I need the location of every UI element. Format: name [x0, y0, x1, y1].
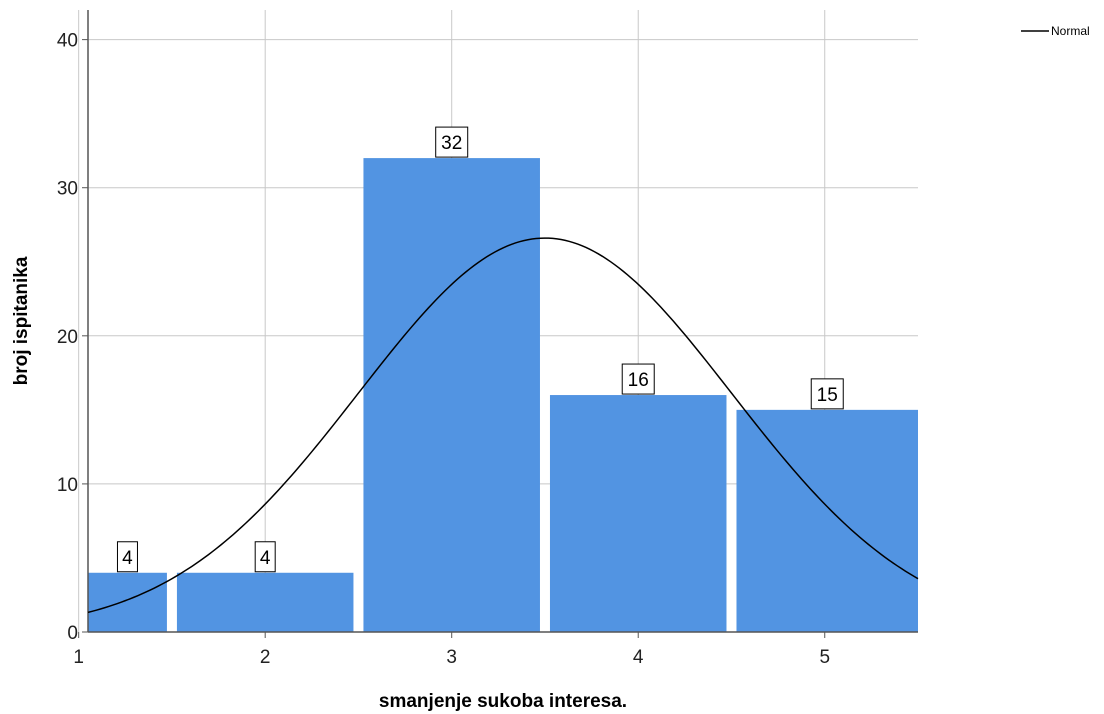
bar-4 [549, 395, 727, 632]
data-label-3: 32 [441, 133, 462, 154]
x-tick-labels: 1 2 3 4 5 [73, 632, 830, 668]
bars [88, 158, 918, 632]
data-label-box-3 [435, 126, 469, 158]
normal-curve [87, 237, 919, 614]
x-axis-title: smanjenje sukoba interesa. [379, 691, 627, 712]
data-label-5: 15 [817, 385, 838, 406]
y-tick-label-10: 10 [57, 475, 78, 496]
y-tick-label-20: 20 [57, 327, 78, 348]
data-label-4: 16 [628, 370, 649, 391]
y-tick-label-40: 40 [57, 31, 78, 52]
bar-3 [363, 158, 540, 632]
y-tick-labels: 0 10 20 30 40 [57, 31, 88, 644]
data-label-2: 4 [260, 548, 271, 569]
bar-1 [88, 572, 167, 632]
x-tick-label-2: 2 [260, 647, 271, 668]
legend-normal-label: Normal [1051, 24, 1090, 38]
data-label-box-2 [254, 541, 276, 573]
y-axis-title: broj ispitanika [11, 256, 32, 385]
legend: Normal [1021, 24, 1090, 38]
x-tick-label-4: 4 [633, 647, 644, 668]
data-label-1: 4 [122, 548, 133, 569]
x-tick-label-5: 5 [819, 647, 830, 668]
bar-2 [176, 572, 354, 632]
data-label-box-1 [116, 541, 138, 573]
x-tick-label-1: 1 [73, 647, 84, 668]
data-label-box-4 [621, 363, 655, 395]
data-labels: 4 4 32 16 15 [116, 126, 844, 573]
data-label-box-5 [810, 378, 844, 410]
x-tick-label-3: 3 [446, 647, 457, 668]
y-tick-label-30: 30 [57, 179, 78, 200]
bar-5 [736, 409, 918, 632]
y-tick-label-0: 0 [67, 623, 78, 644]
